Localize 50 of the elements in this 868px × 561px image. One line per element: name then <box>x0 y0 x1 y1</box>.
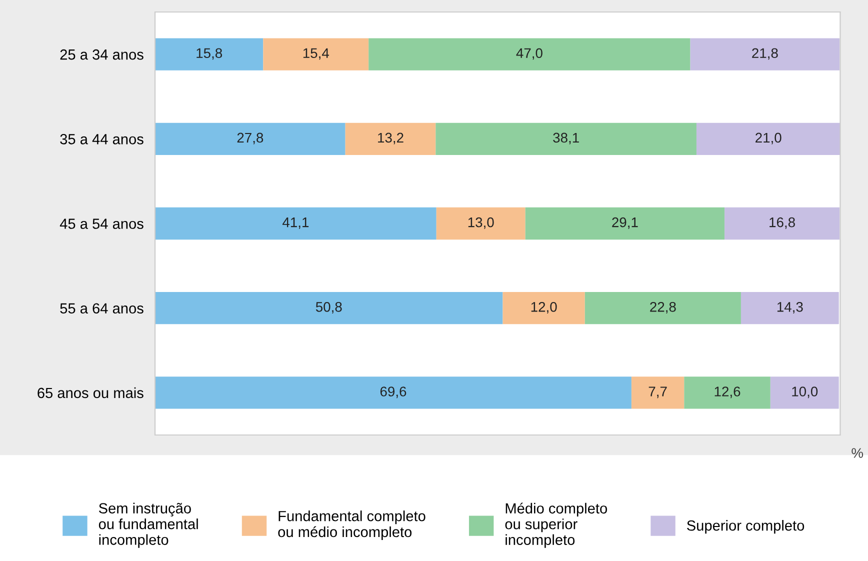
bar <box>155 122 346 155</box>
bar <box>436 122 696 155</box>
data-label: 13,0 <box>468 217 494 229</box>
data-label: 50,8 <box>316 302 342 314</box>
data-label: 27,8 <box>237 132 264 144</box>
bar <box>368 38 690 70</box>
data-label: 12,0 <box>531 302 557 314</box>
data-label: 14,3 <box>777 302 803 314</box>
bar <box>345 122 436 155</box>
data-label: 13,2 <box>378 132 404 144</box>
data-label: 29,1 <box>612 217 638 229</box>
y-tick-label: 35 a 44 anos <box>60 134 144 144</box>
bar <box>696 122 840 155</box>
y-tick-label: 25 a 34 anos <box>60 49 144 60</box>
bar <box>155 207 436 240</box>
bar <box>740 292 839 324</box>
x-axis-title: % <box>852 448 864 458</box>
bar <box>631 376 684 409</box>
data-label: 38,1 <box>553 132 579 144</box>
data-label: 15,8 <box>196 48 222 60</box>
bar <box>155 292 503 324</box>
data-label: 47,0 <box>516 48 542 60</box>
bar <box>155 376 632 409</box>
data-label: 12,6 <box>714 386 740 398</box>
legend-label: Fundamental completo ou médio incompleto <box>278 510 426 540</box>
y-tick-label: 55 a 64 anos <box>60 303 144 314</box>
data-label: 41,1 <box>282 218 309 229</box>
data-label: 22,8 <box>650 302 676 314</box>
legend-label: Sem instrução ou fundamental incompleto <box>98 502 198 548</box>
data-label: 69,6 <box>380 386 406 398</box>
y-tick-label: 65 anos ou mais <box>38 387 144 398</box>
bar <box>436 207 526 240</box>
data-label: 21,0 <box>756 132 782 144</box>
bar <box>502 292 585 324</box>
bar <box>263 38 369 70</box>
bar <box>724 207 840 240</box>
data-label: 10,0 <box>792 386 818 398</box>
legend-label: Médio completo ou superior incompleto <box>505 502 607 548</box>
data-label: 15,4 <box>303 48 329 60</box>
bar <box>770 376 839 409</box>
bar <box>584 292 741 324</box>
data-label: 21,8 <box>752 48 778 60</box>
bar <box>155 38 264 70</box>
bar <box>684 376 770 409</box>
legend-label: Superior completo <box>687 520 804 534</box>
bar <box>690 38 840 70</box>
bar <box>525 207 725 240</box>
y-tick-label: 45 a 54 anos <box>60 218 144 229</box>
data-label: 16,8 <box>770 217 795 229</box>
data-label: 7,7 <box>648 386 667 398</box>
